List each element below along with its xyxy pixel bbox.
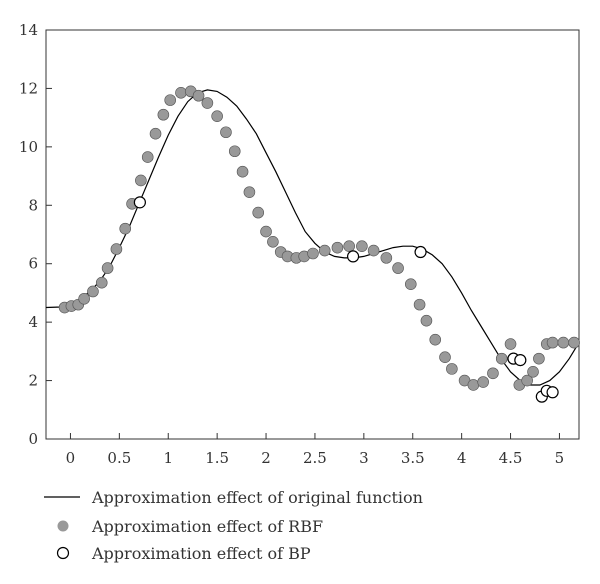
- rbf-point: [78, 292, 90, 305]
- rbf-point: [252, 206, 265, 219]
- legend-label-bp: Approximation effect of BP: [91, 544, 311, 563]
- rbf-point: [135, 174, 147, 187]
- rbf-point: [392, 262, 404, 274]
- legend-rbf-marker: [57, 520, 69, 532]
- y-axis-ticks: 0 2 4 6 8 10 12 14: [19, 21, 52, 448]
- bp-point: [133, 196, 146, 209]
- x-tick-label: 1.5: [205, 449, 229, 467]
- rbf-point: [141, 151, 154, 163]
- x-tick-label: 5: [555, 449, 565, 467]
- rbf-point: [495, 352, 508, 365]
- y-tick-label: 6: [28, 255, 38, 273]
- rbf-point: [521, 374, 533, 387]
- rbf-point: [413, 298, 426, 311]
- rbf-point: [149, 127, 162, 140]
- legend: Approximation effect of original functio…: [44, 488, 423, 563]
- rbf-point: [220, 126, 232, 139]
- x-tick-label: 2.5: [303, 449, 327, 467]
- series-group: [45, 85, 580, 403]
- rbf-point: [487, 367, 499, 380]
- rbf-point: [201, 97, 214, 109]
- rbf-point: [356, 240, 368, 252]
- y-tick-label: 12: [19, 79, 38, 97]
- bp-point: [346, 250, 360, 263]
- rbf-point: [343, 240, 355, 252]
- rbf-point: [429, 333, 442, 346]
- x-tick-label: 4.5: [499, 449, 523, 467]
- x-tick-label: 2: [261, 449, 271, 467]
- bp-point: [414, 245, 427, 259]
- legend-bp-marker: [56, 546, 70, 560]
- x-tick-label: 1: [163, 449, 173, 467]
- x-tick-label: 3: [359, 449, 369, 467]
- y-tick-label: 10: [19, 138, 38, 156]
- rbf-point: [420, 314, 433, 327]
- x-axis-ticks: 0 0.5 1 1.5 2 2.5 3 3.5 4 4.5 5: [66, 433, 565, 467]
- rbf-point: [267, 236, 279, 248]
- rbf-point: [236, 165, 249, 178]
- rbf-point: [228, 145, 241, 158]
- rbf-point: [446, 363, 458, 375]
- series-line-original: [45, 89, 580, 386]
- plot-frame: [45, 29, 580, 440]
- y-tick-label: 2: [28, 372, 38, 390]
- rbf-point: [119, 222, 132, 235]
- x-tick-label: 0.5: [107, 449, 131, 467]
- y-tick-label: 14: [19, 21, 38, 39]
- rbf-point: [307, 247, 319, 260]
- rbf-point: [211, 110, 223, 122]
- rbf-point: [568, 336, 580, 349]
- x-tick-label: 3.5: [401, 449, 425, 467]
- rbf-point: [95, 276, 108, 289]
- rbf-point: [110, 243, 123, 255]
- rbf-point: [546, 336, 559, 349]
- rbf-point: [192, 89, 205, 102]
- bp-point: [546, 386, 559, 399]
- rbf-point: [260, 225, 272, 238]
- x-tick-label: 0: [66, 449, 76, 467]
- rbf-point: [331, 241, 344, 254]
- y-tick-label: 0: [28, 430, 38, 448]
- rbf-point: [318, 244, 331, 257]
- rbf-point: [243, 186, 256, 198]
- y-tick-label: 8: [28, 196, 38, 214]
- rbf-point: [380, 252, 393, 264]
- x-tick-label: 4: [457, 449, 467, 467]
- plot-frame-group: [45, 29, 580, 440]
- rbf-point: [477, 376, 489, 388]
- rbf-point: [101, 262, 114, 274]
- legend-label-rbf: Approximation effect of RBF: [91, 517, 323, 536]
- y-tick-label: 4: [28, 313, 38, 331]
- rbf-point: [175, 87, 187, 99]
- rbf-point: [164, 94, 177, 106]
- rbf-point: [157, 108, 170, 121]
- rbf-point: [87, 285, 99, 298]
- legend-label-original: Approximation effect of original functio…: [91, 488, 423, 507]
- rbf-point: [557, 336, 570, 349]
- rbf-point: [439, 351, 451, 364]
- rbf-point: [467, 379, 480, 391]
- rbf-point: [404, 278, 417, 290]
- bp-point: [514, 354, 527, 367]
- rbf-point: [527, 366, 539, 378]
- rbf-point: [504, 338, 517, 350]
- rbf-point: [367, 244, 380, 257]
- rbf-point: [533, 352, 545, 365]
